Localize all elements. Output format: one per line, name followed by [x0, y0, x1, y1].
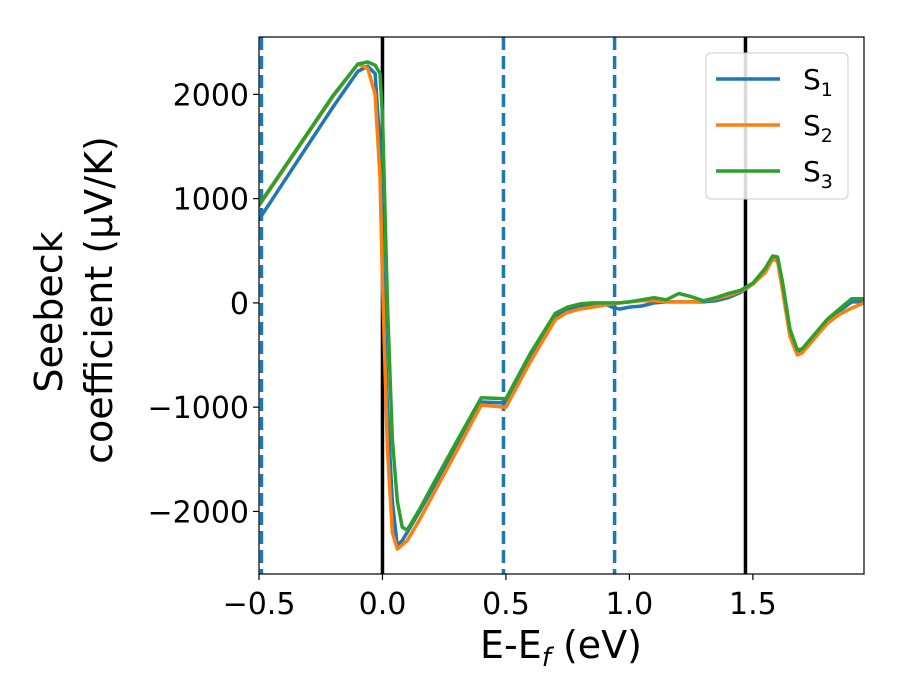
y-axis-label-line2: coefficient (μV/K) — [77, 136, 121, 464]
x-tick-label: 0.0 — [359, 587, 407, 622]
legend-label-S2: S2 — [803, 109, 833, 147]
x-axis-label-main: E-E — [480, 623, 542, 667]
series-layer — [259, 60, 864, 551]
y-tick-label: −2000 — [148, 495, 249, 530]
y-tick-label: 2000 — [173, 78, 249, 113]
x-tick-label: −0.5 — [223, 587, 296, 622]
legend: S1 S2 S3 — [705, 52, 849, 200]
legend-label-S3: S3 — [803, 155, 833, 193]
x-tick-label: 0.5 — [482, 587, 530, 622]
plot-frame — [258, 36, 865, 575]
series-line-S3 — [259, 60, 864, 532]
y-tick-label: −1000 — [148, 391, 249, 426]
x-tick-label: 1.5 — [729, 587, 777, 622]
reference-lines — [259, 37, 748, 574]
y-axis-ticks: −2000 −1000 0 1000 2000 — [148, 78, 259, 530]
y-axis-label-line1: Seebeck — [27, 231, 71, 392]
x-axis-label-unit: (eV) — [551, 623, 642, 667]
y-tick-label: 1000 — [173, 183, 249, 218]
x-tick-label: 1.0 — [606, 587, 654, 622]
x-axis-ticks: −0.5 0.0 0.5 1.0 1.5 — [223, 574, 777, 622]
legend-label-S1: S1 — [803, 63, 833, 101]
y-tick-label: 0 — [230, 287, 249, 322]
x-axis-label: E-Ef (eV) — [480, 623, 642, 673]
y-axis-label: Seebeck coefficient (μV/K) — [27, 136, 121, 464]
